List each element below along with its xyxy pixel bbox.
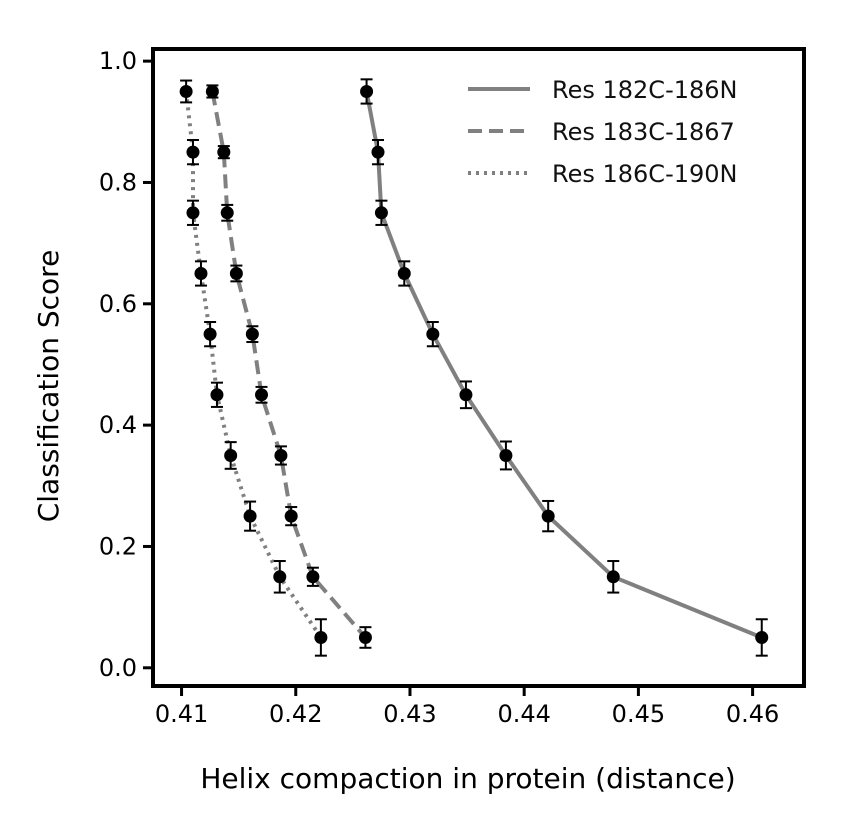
data-point: [179, 84, 193, 98]
y-axis-title: Classification Score: [32, 250, 65, 523]
data-point: [459, 388, 473, 402]
data-point: [274, 448, 288, 462]
y-tick-label: 0.4: [99, 411, 137, 439]
data-point: [203, 327, 217, 341]
series-line: [364, 91, 763, 640]
data-point: [210, 388, 224, 402]
data-point: [224, 448, 238, 462]
data-point: [243, 509, 257, 523]
data-point: [194, 266, 208, 280]
x-tick-label: 0.44: [497, 700, 550, 728]
data-point: [499, 448, 513, 462]
data-point: [306, 570, 320, 584]
series-group: [179, 79, 328, 657]
data-point: [606, 570, 620, 584]
series-group: [205, 84, 372, 649]
data-point: [426, 327, 440, 341]
x-tick-label: 0.43: [383, 700, 436, 728]
data-point: [374, 206, 388, 220]
data-point: [255, 388, 268, 402]
data-point: [229, 266, 243, 280]
data-point: [205, 84, 219, 98]
x-axis-ticks: 0.41 0.42 0.43 0.44 0.45 0.46: [155, 686, 779, 728]
y-tick-label: 0.0: [99, 654, 137, 682]
series-line: [184, 91, 323, 639]
x-tick-label: 0.45: [612, 700, 665, 728]
data-point: [371, 145, 385, 159]
legend-label: Res 183C-1867: [552, 118, 735, 146]
data-point: [186, 206, 200, 220]
data-point: [284, 509, 298, 523]
data-point: [273, 570, 287, 584]
legend: Res 182C-186N Res 183C-1867 Res 186C-190N: [468, 76, 737, 188]
y-tick-label: 0.6: [99, 290, 137, 318]
data-point: [397, 266, 411, 280]
x-tick-label: 0.46: [726, 700, 779, 728]
y-tick-label: 0.2: [99, 532, 137, 560]
y-axis-ticks: 0.0 0.2 0.4 0.6 0.8 1.0: [99, 47, 153, 682]
x-tick-label: 0.42: [269, 700, 322, 728]
data-point: [541, 509, 555, 523]
data-point: [314, 630, 328, 644]
data-point: [360, 84, 374, 98]
x-tick-label: 0.41: [155, 700, 208, 728]
y-tick-label: 1.0: [99, 47, 137, 75]
data-point: [358, 630, 372, 644]
y-tick-label: 0.8: [99, 168, 137, 196]
legend-label: Res 186C-190N: [552, 160, 737, 188]
data-point: [220, 206, 234, 220]
plot-frame: [151, 47, 806, 688]
data-point: [755, 630, 769, 644]
data-point: [186, 145, 200, 159]
data-point: [217, 145, 231, 159]
series-group: [360, 78, 769, 657]
x-axis-title: Helix compaction in protein (distance): [200, 762, 735, 795]
plot-layer: [179, 78, 769, 657]
series-line: [210, 91, 367, 639]
data-point: [245, 327, 259, 341]
legend-label: Res 182C-186N: [552, 76, 737, 104]
